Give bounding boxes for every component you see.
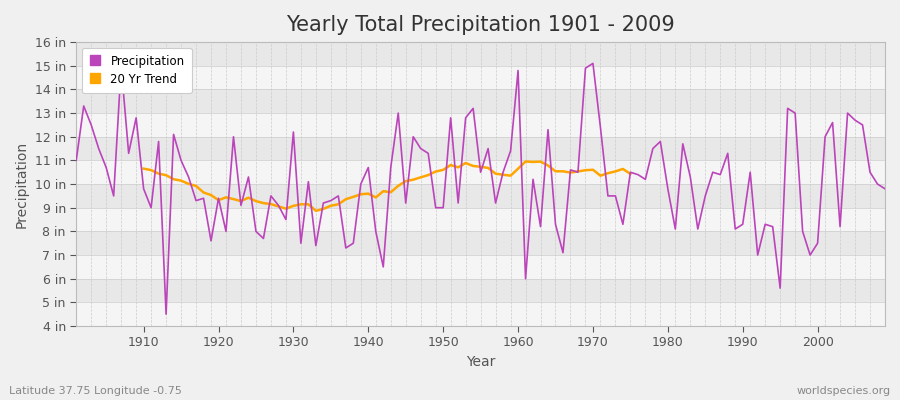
20 Yr Trend bbox=[536, 159, 546, 164]
Bar bbox=[76, 302, 885, 326]
Precipitation bbox=[588, 61, 598, 66]
Precipitation bbox=[71, 158, 82, 163]
20 Yr Trend bbox=[176, 178, 186, 183]
Text: Latitude 37.75 Longitude -0.75: Latitude 37.75 Longitude -0.75 bbox=[9, 386, 182, 396]
Precipitation bbox=[513, 68, 524, 73]
Bar bbox=[76, 137, 885, 160]
Bar bbox=[76, 255, 885, 279]
Precipitation bbox=[879, 186, 890, 191]
Title: Yearly Total Precipitation 1901 - 2009: Yearly Total Precipitation 1901 - 2009 bbox=[286, 15, 675, 35]
Text: worldspecies.org: worldspecies.org bbox=[796, 386, 891, 396]
Bar bbox=[76, 66, 885, 90]
Bar bbox=[76, 231, 885, 255]
Bar bbox=[76, 90, 885, 113]
Precipitation bbox=[348, 241, 359, 246]
Bar bbox=[76, 42, 885, 66]
X-axis label: Year: Year bbox=[466, 355, 495, 369]
Line: Precipitation: Precipitation bbox=[76, 64, 885, 314]
20 Yr Trend bbox=[310, 208, 321, 213]
20 Yr Trend bbox=[356, 192, 366, 197]
Line: 20 Yr Trend: 20 Yr Trend bbox=[144, 162, 630, 211]
Precipitation bbox=[161, 312, 172, 316]
Precipitation bbox=[520, 276, 531, 281]
20 Yr Trend bbox=[520, 159, 531, 164]
20 Yr Trend bbox=[139, 166, 149, 171]
Bar bbox=[76, 113, 885, 137]
20 Yr Trend bbox=[258, 201, 269, 206]
Precipitation bbox=[130, 116, 141, 120]
Bar bbox=[76, 279, 885, 302]
Precipitation bbox=[617, 222, 628, 227]
20 Yr Trend bbox=[363, 191, 374, 196]
Precipitation bbox=[303, 179, 314, 184]
Bar bbox=[76, 160, 885, 184]
20 Yr Trend bbox=[288, 204, 299, 208]
Legend: Precipitation, 20 Yr Trend: Precipitation, 20 Yr Trend bbox=[82, 48, 192, 93]
20 Yr Trend bbox=[625, 172, 635, 176]
Bar bbox=[76, 208, 885, 231]
Y-axis label: Precipitation: Precipitation bbox=[15, 140, 29, 228]
Bar bbox=[76, 184, 885, 208]
